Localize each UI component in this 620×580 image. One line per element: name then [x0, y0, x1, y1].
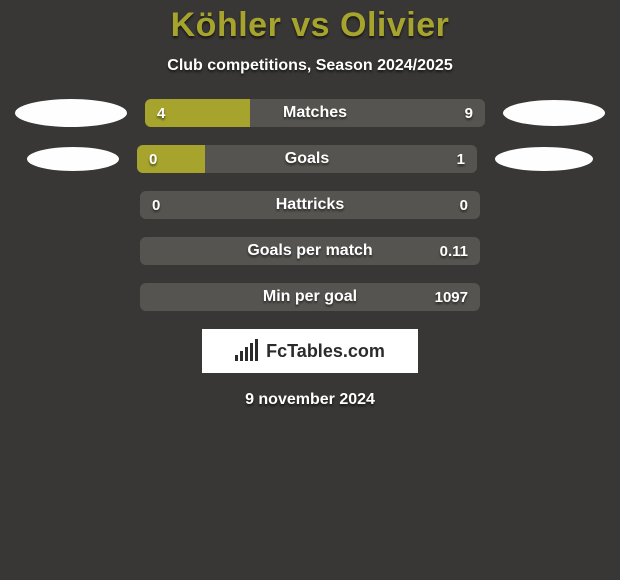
- stat-label: Goals per match: [140, 237, 480, 265]
- page-title: Köhler vs Olivier: [0, 0, 620, 45]
- date-label: 9 november 2024: [0, 391, 620, 409]
- stat-row-hattricks: 0 Hattricks 0: [0, 191, 620, 219]
- stat-value-right: 1097: [435, 283, 468, 311]
- player-left-ellipse: [15, 99, 127, 127]
- subtitle: Club competitions, Season 2024/2025: [0, 57, 620, 75]
- stat-bar: 4 Matches 9: [145, 99, 485, 127]
- logo-bars-icon: [235, 341, 258, 361]
- player-left-ellipse: [27, 147, 119, 171]
- stat-label: Goals: [137, 145, 477, 173]
- stat-value-right: 1: [457, 145, 465, 173]
- stat-row-goals: 0 Goals 1: [0, 145, 620, 173]
- stat-row-mpg: Min per goal 1097: [0, 283, 620, 311]
- stat-label: Hattricks: [140, 191, 480, 219]
- stat-label: Matches: [145, 99, 485, 127]
- logo-text: FcTables.com: [266, 341, 385, 362]
- stat-value-right: 9: [465, 99, 473, 127]
- stat-bar: Min per goal 1097: [140, 283, 480, 311]
- stat-row-matches: 4 Matches 9: [0, 99, 620, 127]
- fctables-logo: FcTables.com: [202, 329, 418, 373]
- stat-bar: 0 Hattricks 0: [140, 191, 480, 219]
- stat-value-right: 0.11: [440, 237, 468, 265]
- stat-label: Min per goal: [140, 283, 480, 311]
- stat-bar: Goals per match 0.11: [140, 237, 480, 265]
- stat-row-gpm: Goals per match 0.11: [0, 237, 620, 265]
- player-right-ellipse: [495, 147, 593, 171]
- stat-value-right: 0: [460, 191, 468, 219]
- stat-bar: 0 Goals 1: [137, 145, 477, 173]
- player-right-ellipse: [503, 100, 605, 126]
- comparison-block: 4 Matches 9 0 Goals 1 0 Hattricks 0 Goal…: [0, 99, 620, 311]
